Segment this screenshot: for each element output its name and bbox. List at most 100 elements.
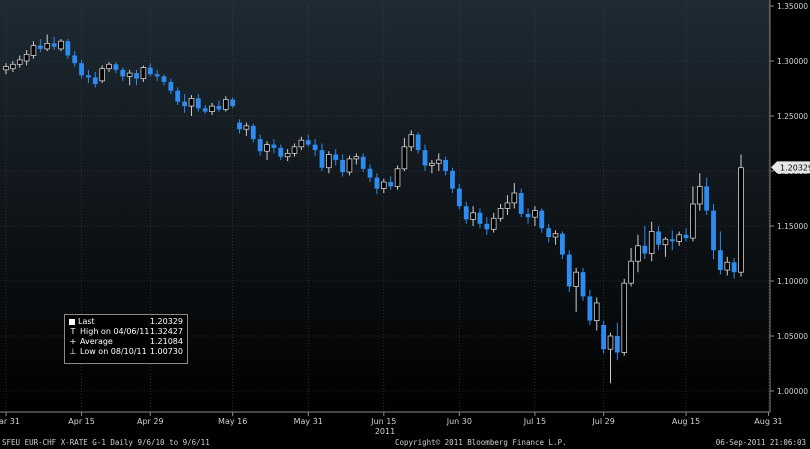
candle-body [443,160,449,171]
candle-body [23,54,30,62]
candle-body [79,63,84,76]
candle-body [435,159,442,164]
candle-body [525,213,531,218]
x-tick-label: Apr 29 [137,417,164,426]
candle-body [326,154,332,169]
candle-body [106,63,112,70]
candle-body [731,262,737,273]
candle-body [154,74,160,77]
candle-body [72,55,78,64]
legend-value-last: 1.20329 [149,317,183,326]
x-tick-label: Aug 15 [672,417,700,426]
candle-body [175,90,181,102]
candle-body [92,77,98,85]
candle-body [669,239,675,242]
last-square-icon [69,319,75,325]
candle-body [3,66,9,71]
candle-body [635,245,641,262]
legend-value-low: 1.00730 [149,347,183,356]
x-tick-label: May 16 [218,417,247,426]
legend-box: Last 1.20329 T High on 04/06/11 1.32427 +… [64,314,188,364]
candle-body [161,76,167,82]
x-tick-label: Aug 31 [754,417,782,426]
candle-body [237,122,242,130]
footer-bar: SFEU EUR-CHF X-RATE G-1 Daily 9/6/10 to … [0,437,810,449]
candle-body [195,98,201,109]
candle-body [518,193,524,214]
candle-body [58,40,64,50]
x-axis-ticks: Mar 31 Apr 15 Apr 29 May 16 May 31 Jun 15 Jun … [0,412,783,426]
x-tick-label: May 31 [294,417,323,426]
candle-body [298,139,305,148]
xaxis-background [0,412,770,437]
legend-row-average: + Average 1.21084 [69,337,183,347]
candle-body [44,43,51,50]
legend-label-average: Average [80,337,113,346]
y-tick-label: 1.25000 [777,112,808,121]
candle-body [690,203,696,239]
legend-value-average: 1.21084 [149,337,183,346]
x-tick-label: Jun 30 [446,417,472,426]
x-tick-label: Jun 15 [370,417,396,426]
candle-body [408,134,415,148]
candle-body [388,182,394,187]
y-tick-label: 1.00000 [777,387,808,396]
candle-body [99,68,105,82]
candle-body [704,186,710,211]
average-marker-icon: + [69,337,77,346]
candle-body [497,207,504,219]
candle-body [552,233,559,238]
candle-body [360,156,366,169]
candle-body [429,162,435,166]
candle-body [559,233,565,255]
candle-body [711,210,716,251]
x-tick-label: Jul 29 [591,417,614,426]
candle-body [648,231,655,254]
candle-body [601,325,607,350]
candle-body [182,101,188,107]
candle-body [656,231,661,245]
candle-body [291,146,298,154]
candle-body [243,125,250,130]
candle-body [216,106,222,110]
candle-body [37,45,43,49]
candle-body [188,98,195,107]
y-tick-label: 1.05000 [777,332,808,341]
y-tick-label: 1.35000 [777,2,808,11]
y-tick-label: 1.15000 [777,222,808,231]
candle-body [504,202,511,209]
candle-body [724,261,731,271]
candle-body [676,234,682,242]
candle-body [422,150,428,166]
candle-body [573,271,579,287]
candle-body [484,223,490,230]
candle-body [16,59,23,65]
candle-body [532,210,538,218]
candle-body [614,336,620,353]
candle-body [717,250,723,270]
candle-body [374,177,380,189]
last-value-label: 1.20329 [780,163,810,172]
candle-body [539,210,545,229]
candle-body [696,185,703,205]
candle-body [628,260,634,284]
candles [3,34,744,384]
candle-body [490,217,497,230]
x-tick-label: Jul 15 [523,417,546,426]
candle-body [642,245,648,254]
candle-body [346,158,353,173]
candle-body [120,69,126,77]
candle-body [202,108,208,112]
candle-body [477,212,483,224]
candle-body [278,147,284,157]
candle-body [51,43,57,47]
candle-body [319,150,325,168]
candle-body [147,67,153,75]
legend-label-low: Low on 08/10/11 [80,347,147,356]
candle-body [230,99,236,107]
legend-label-last: Last [78,317,95,326]
x-tick-label: Mar 31 [0,417,20,426]
candle-body [209,105,215,112]
legend-row-low: ⊥ Low on 08/10/11 1.00730 [69,347,183,357]
